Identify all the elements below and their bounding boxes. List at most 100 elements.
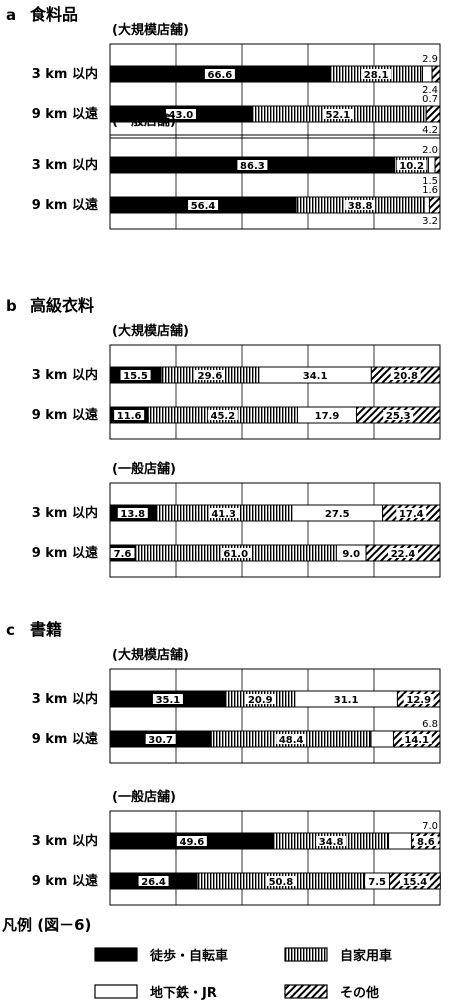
data-label: 34.8 xyxy=(319,837,344,848)
data-label-bg xyxy=(300,370,331,380)
data-label: 2.0 xyxy=(422,145,438,156)
row-label: 9 km 以遠 xyxy=(32,197,98,213)
row-label: 9 km 以遠 xyxy=(32,873,98,889)
data-label-bg xyxy=(316,836,347,846)
data-label: 6.8 xyxy=(422,719,438,730)
data-label-bg xyxy=(165,109,196,119)
bar-row: 9 km 以遠 7.6 61.0 9.0 22.4 xyxy=(32,544,441,562)
data-label-bg xyxy=(390,370,421,380)
data-label-bg xyxy=(138,876,169,886)
data-label: 48.4 xyxy=(279,735,304,746)
data-label-bg xyxy=(176,836,207,846)
group-large-store: (大規模店舗) 3 km 以内 66.6 28.1 2.9 2.4 9 km 以遠 43.0 5… xyxy=(32,22,441,139)
data-label-bg xyxy=(361,69,392,79)
data-label: 38.8 xyxy=(348,201,373,212)
row-label: 9 km 以遠 xyxy=(32,545,98,561)
group-title: (大規模店舗) xyxy=(112,22,189,38)
data-label-bg xyxy=(311,410,342,420)
data-label: 29.6 xyxy=(198,371,223,382)
group-title: (大規模店舗) xyxy=(112,647,189,663)
data-label-bg xyxy=(403,694,434,704)
data-label-bg xyxy=(322,508,353,518)
data-label-bg xyxy=(152,694,183,704)
plot-frame xyxy=(109,810,441,906)
group-general-store: (一般店舗) 3 km 以内 86.3 10.2 2.0 1.5 9 km 以遠 56.4 38… xyxy=(32,113,441,230)
data-label-bg xyxy=(117,508,148,518)
legend-label: その他 xyxy=(340,985,379,1001)
data-label: 9.0 xyxy=(342,549,360,560)
row-label: 3 km 以内 xyxy=(32,833,98,849)
data-label-bg xyxy=(204,69,235,79)
bar-row: 9 km 以遠 43.0 52.1 0.7 4.2 xyxy=(32,94,441,136)
data-label-bg xyxy=(208,508,239,518)
data-label-bg xyxy=(322,109,353,119)
panel-letter: a xyxy=(6,6,16,24)
legend-label: 地下鉄・JR xyxy=(150,985,217,1001)
bar-segment-subway-jr xyxy=(388,832,413,850)
legend-item-car: 自家用車 xyxy=(284,947,392,964)
bar-segment-other xyxy=(425,105,441,123)
data-label: 30.7 xyxy=(148,735,173,746)
data-label: 12.9 xyxy=(406,695,431,706)
legend-swatch xyxy=(94,984,138,999)
data-label-bg xyxy=(207,410,238,420)
data-label: 14.1 xyxy=(404,735,429,746)
group-title: (一般店舗) xyxy=(112,113,176,129)
data-label: 1.6 xyxy=(422,185,438,196)
row-label: 3 km 以内 xyxy=(32,505,98,521)
data-label: 22.4 xyxy=(391,549,416,560)
data-label: 7.5 xyxy=(368,877,386,888)
data-label-bg xyxy=(396,508,427,518)
bar-row: 9 km 以遠 30.7 48.4 6.8 14.1 xyxy=(32,719,441,748)
data-label: 20.8 xyxy=(393,371,418,382)
data-label: 11.6 xyxy=(117,411,142,422)
bar-row: 3 km 以内 49.6 34.8 7.0 8.6 xyxy=(32,821,441,850)
data-label-bg xyxy=(114,410,145,420)
data-label: 34.1 xyxy=(303,371,328,382)
data-label-bg xyxy=(188,200,219,210)
data-label: 17.9 xyxy=(315,411,340,422)
panel-b: b 高級衣料 (大規模店舗) 3 km 以内 15.5 29.6 34.1 20.8 9 km … xyxy=(6,296,441,578)
plot-frame xyxy=(109,134,441,230)
row-label: 3 km 以内 xyxy=(32,157,98,173)
bar-segment-other xyxy=(428,196,441,214)
data-label: 49.6 xyxy=(179,837,204,848)
row-label: 9 km 以遠 xyxy=(32,731,98,747)
plot-frame xyxy=(109,668,441,764)
panel-letter: c xyxy=(6,621,15,639)
legend-label: 自家用車 xyxy=(340,948,392,964)
row-label: 9 km 以遠 xyxy=(32,407,98,423)
panel-c: c 書籍 (大規模店舗) 3 km 以内 35.1 20.9 31.1 12.9 9 km 以遠… xyxy=(6,620,441,906)
bar-row: 3 km 以内 86.3 10.2 2.0 1.5 xyxy=(32,145,441,187)
data-label-bg xyxy=(237,160,268,170)
group-large-store: (大規模店舗) 3 km 以内 15.5 29.6 34.1 20.8 9 km 以遠 11.… xyxy=(32,323,441,440)
row-label: 9 km 以遠 xyxy=(32,106,98,122)
data-label-bg xyxy=(331,694,362,704)
group-large-store: (大規模店舗) 3 km 以内 35.1 20.9 31.1 12.9 9 km 以遠 30.… xyxy=(32,647,441,764)
bar-segment-subway-jr xyxy=(423,196,430,214)
data-label: 1.5 xyxy=(422,176,438,187)
data-label: 2.4 xyxy=(422,85,438,96)
legend-swatch xyxy=(94,947,138,962)
data-label: 45.2 xyxy=(211,411,236,422)
data-label: 20.9 xyxy=(248,695,273,706)
row-label: 3 km 以内 xyxy=(32,691,98,707)
panel-a: a 食料品 (大規模店舗) 3 km 以内 66.6 28.1 2.9 2.4 9 km 以遠 4… xyxy=(6,5,441,230)
data-label: 50.8 xyxy=(269,877,294,888)
data-label: 17.4 xyxy=(399,509,424,520)
group-title: (一般店舗) xyxy=(112,789,176,805)
data-label: 7.6 xyxy=(114,549,132,560)
data-label-bg xyxy=(399,876,430,886)
legend-swatch xyxy=(284,947,328,962)
panel-title: 書籍 xyxy=(30,620,62,639)
data-label: 66.6 xyxy=(208,70,233,81)
legend-label: 徒歩・自転車 xyxy=(149,948,228,964)
data-label-bg xyxy=(383,410,414,420)
bar-row: 9 km 以遠 26.4 50.8 7.5 15.4 xyxy=(32,872,441,890)
bar-row: 9 km 以遠 56.4 38.8 1.6 3.2 xyxy=(32,185,441,227)
plot-frame xyxy=(109,43,441,139)
bar-row: 3 km 以内 15.5 29.6 34.1 20.8 xyxy=(32,366,441,384)
data-label-bg xyxy=(339,548,364,558)
bar-row: 3 km 以内 13.8 41.3 27.5 17.4 xyxy=(32,504,441,522)
